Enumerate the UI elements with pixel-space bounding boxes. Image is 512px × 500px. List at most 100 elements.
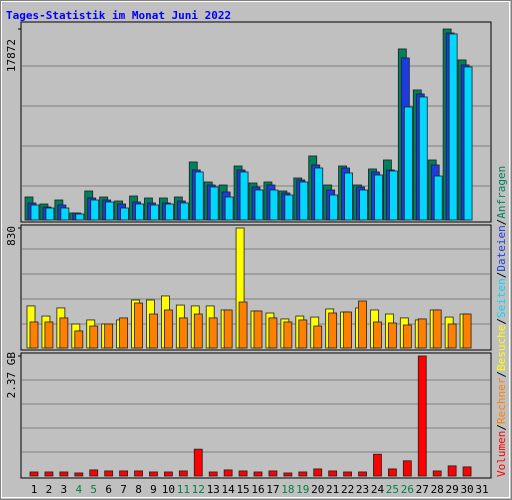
bar [90,199,100,221]
bar [238,301,248,349]
x-tick-label: 14 [222,483,236,496]
x-tick-label: 12 [192,483,205,496]
bar [343,311,353,349]
bar [163,471,173,477]
bar [105,201,115,221]
bar [284,194,294,221]
y-tick-label: 17872 [5,39,18,72]
bar [209,186,219,221]
bar [44,471,54,477]
bar [193,313,203,349]
bar [418,96,428,221]
x-tick-label: 22 [341,483,354,496]
bar [462,313,472,349]
bar [45,207,55,221]
bar [313,325,323,349]
bar [104,323,114,349]
bar [59,471,69,477]
bar [89,325,99,349]
bar [432,470,442,477]
x-tick-label: 7 [120,483,127,496]
bar [358,300,367,349]
legend-separator: / [495,371,508,378]
bar [194,171,204,221]
x-tick-label: 2 [46,483,53,496]
x-tick-label: 5 [90,483,97,496]
y-tick-label: 830 [5,226,18,246]
x-tick-label: 10 [162,483,175,496]
bar [388,170,398,221]
x-tick-label: 21 [326,483,339,496]
bar [44,321,54,349]
bar [268,317,278,349]
bar [463,66,473,221]
x-tick-label: 4 [75,483,82,496]
panel [20,352,492,479]
bar [178,470,188,477]
bar [447,323,457,349]
legend-separator: / [495,424,508,431]
x-tick-label: 1 [31,483,38,496]
bar [373,453,382,477]
bar [358,471,367,477]
bar [179,202,189,221]
bar [402,460,412,477]
bar [134,302,143,349]
bar [104,470,114,477]
legend-entry: Besuche [495,325,508,371]
x-tick-label: 26 [401,483,414,496]
bar [74,330,84,349]
bar [178,317,188,349]
bar [433,175,443,221]
bar [283,321,293,349]
x-tick-label: 8 [135,483,142,496]
bar [343,471,353,477]
bar [29,321,39,349]
bar [328,470,338,477]
x-tick-label: 25 [386,483,399,496]
x-tick-label: 24 [371,483,385,496]
bar [238,470,248,477]
bar [208,317,218,349]
legend-separator: / [495,272,508,279]
x-tick-label: 3 [61,483,68,496]
legend-separator: / [495,219,508,226]
x-tick-label: 28 [431,483,444,496]
bar [75,213,85,221]
legend-entry: Dateien [495,225,508,271]
y-tick-label: 2.37 GB [5,352,18,399]
bar [208,471,218,477]
bar [60,207,70,221]
x-tick-label: 17 [266,483,279,496]
bar [74,472,84,477]
bar [223,309,233,349]
bar [329,194,339,221]
bar [150,204,159,221]
bar [328,312,338,349]
bar [402,324,412,349]
bar [224,196,234,221]
x-tick-label: 11 [177,483,190,496]
bar [253,310,263,349]
bar [119,470,128,477]
x-tick-label: 30 [460,483,473,496]
bar [120,207,129,221]
x-tick-label: 13 [207,483,220,496]
bar [417,318,427,349]
legend-entry: Rechner [495,377,508,424]
x-tick-label: 19 [296,483,309,496]
bar [89,469,99,477]
bar [374,174,383,221]
bar [403,106,413,221]
bar [269,189,279,221]
bar [344,172,354,221]
bar [119,317,128,349]
x-tick-label: 9 [150,483,157,496]
bar [432,309,442,349]
bar [298,471,308,477]
bar [387,322,397,349]
bar [239,171,249,221]
bar [29,471,39,477]
